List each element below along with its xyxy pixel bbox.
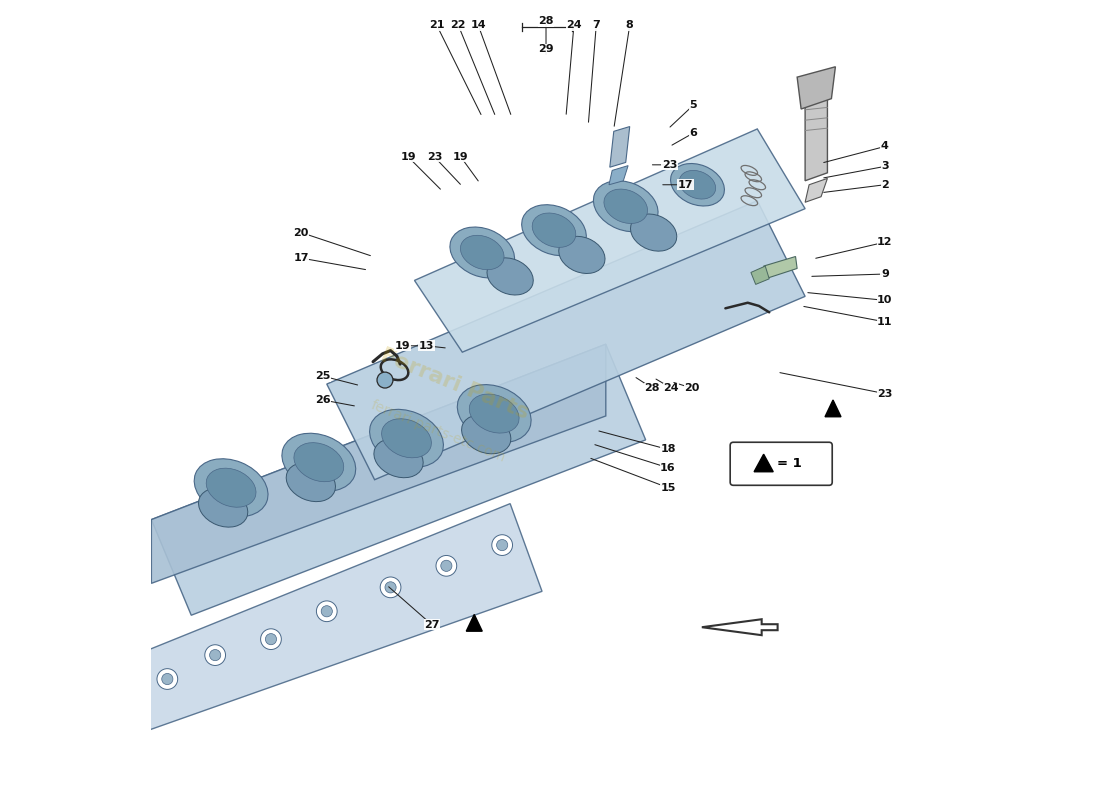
Circle shape [377, 372, 393, 388]
Text: 15: 15 [660, 482, 675, 493]
Text: 21: 21 [429, 20, 444, 30]
Circle shape [492, 534, 513, 555]
Text: 6: 6 [690, 128, 697, 138]
Ellipse shape [593, 181, 658, 232]
Ellipse shape [461, 235, 504, 270]
Text: 20: 20 [294, 227, 309, 238]
Polygon shape [755, 454, 773, 472]
Ellipse shape [532, 213, 575, 247]
Text: 17: 17 [294, 253, 309, 263]
Text: 20: 20 [684, 383, 700, 393]
Ellipse shape [370, 410, 443, 467]
Polygon shape [763, 257, 798, 279]
Polygon shape [805, 178, 827, 202]
Ellipse shape [198, 488, 248, 527]
Text: 19: 19 [400, 152, 416, 162]
Text: 23: 23 [662, 160, 678, 170]
Text: 13: 13 [419, 341, 435, 350]
Circle shape [210, 650, 221, 661]
Circle shape [317, 601, 337, 622]
Polygon shape [152, 344, 646, 615]
Text: 24: 24 [663, 383, 679, 393]
Text: 4: 4 [881, 142, 889, 151]
Ellipse shape [195, 458, 268, 517]
Text: 24: 24 [566, 20, 582, 30]
Ellipse shape [521, 205, 586, 256]
Polygon shape [609, 166, 628, 185]
Circle shape [385, 582, 396, 593]
Circle shape [381, 577, 400, 598]
Circle shape [436, 555, 456, 576]
Text: 11: 11 [877, 317, 892, 327]
Text: 16: 16 [660, 462, 675, 473]
Polygon shape [415, 129, 805, 352]
Text: 19: 19 [453, 152, 469, 162]
Text: 9: 9 [881, 269, 889, 279]
Text: ferrari-parts-etc.com: ferrari-parts-etc.com [368, 398, 508, 466]
Ellipse shape [680, 170, 716, 199]
Text: 5: 5 [690, 100, 697, 110]
FancyBboxPatch shape [730, 442, 833, 486]
Circle shape [321, 606, 332, 617]
Text: 3: 3 [881, 162, 889, 171]
Ellipse shape [374, 438, 424, 478]
Ellipse shape [671, 163, 725, 206]
Circle shape [162, 674, 173, 685]
Polygon shape [135, 504, 542, 735]
Polygon shape [805, 98, 827, 181]
Polygon shape [466, 614, 482, 631]
Text: 17: 17 [678, 180, 693, 190]
Ellipse shape [286, 462, 336, 502]
Ellipse shape [458, 385, 531, 442]
Text: 29: 29 [538, 44, 553, 54]
Circle shape [441, 560, 452, 571]
Polygon shape [751, 266, 769, 285]
Ellipse shape [604, 189, 648, 223]
Text: 26: 26 [315, 395, 331, 405]
Circle shape [157, 669, 178, 690]
Text: 10: 10 [877, 295, 892, 306]
Circle shape [265, 634, 276, 645]
Text: Ferrari Parts: Ferrari Parts [377, 345, 531, 423]
Text: 22: 22 [451, 20, 466, 30]
Ellipse shape [206, 468, 256, 507]
Polygon shape [327, 201, 805, 480]
Ellipse shape [450, 227, 515, 278]
Ellipse shape [382, 418, 431, 458]
Polygon shape [152, 344, 606, 583]
Circle shape [261, 629, 282, 650]
Text: = 1: = 1 [778, 458, 802, 470]
Circle shape [205, 645, 225, 666]
Text: 19: 19 [395, 341, 410, 350]
Text: 14: 14 [471, 20, 486, 30]
Polygon shape [825, 400, 842, 417]
Circle shape [496, 539, 508, 550]
Text: 25: 25 [315, 371, 330, 381]
Ellipse shape [487, 258, 534, 295]
Text: 27: 27 [425, 620, 440, 630]
Ellipse shape [462, 414, 510, 454]
Text: 2: 2 [881, 180, 889, 190]
Polygon shape [609, 126, 629, 167]
Text: 18: 18 [660, 445, 675, 454]
Text: 8: 8 [626, 20, 634, 30]
Ellipse shape [470, 394, 519, 433]
Text: 28: 28 [645, 383, 660, 393]
Text: 23: 23 [877, 389, 892, 398]
Text: 12: 12 [877, 237, 892, 247]
Polygon shape [798, 66, 835, 109]
Text: 28: 28 [538, 16, 553, 26]
Ellipse shape [630, 214, 676, 251]
Text: 23: 23 [427, 152, 442, 162]
Polygon shape [702, 619, 778, 635]
Ellipse shape [559, 236, 605, 274]
Text: 7: 7 [593, 20, 601, 30]
Ellipse shape [282, 434, 355, 491]
Ellipse shape [294, 442, 343, 482]
